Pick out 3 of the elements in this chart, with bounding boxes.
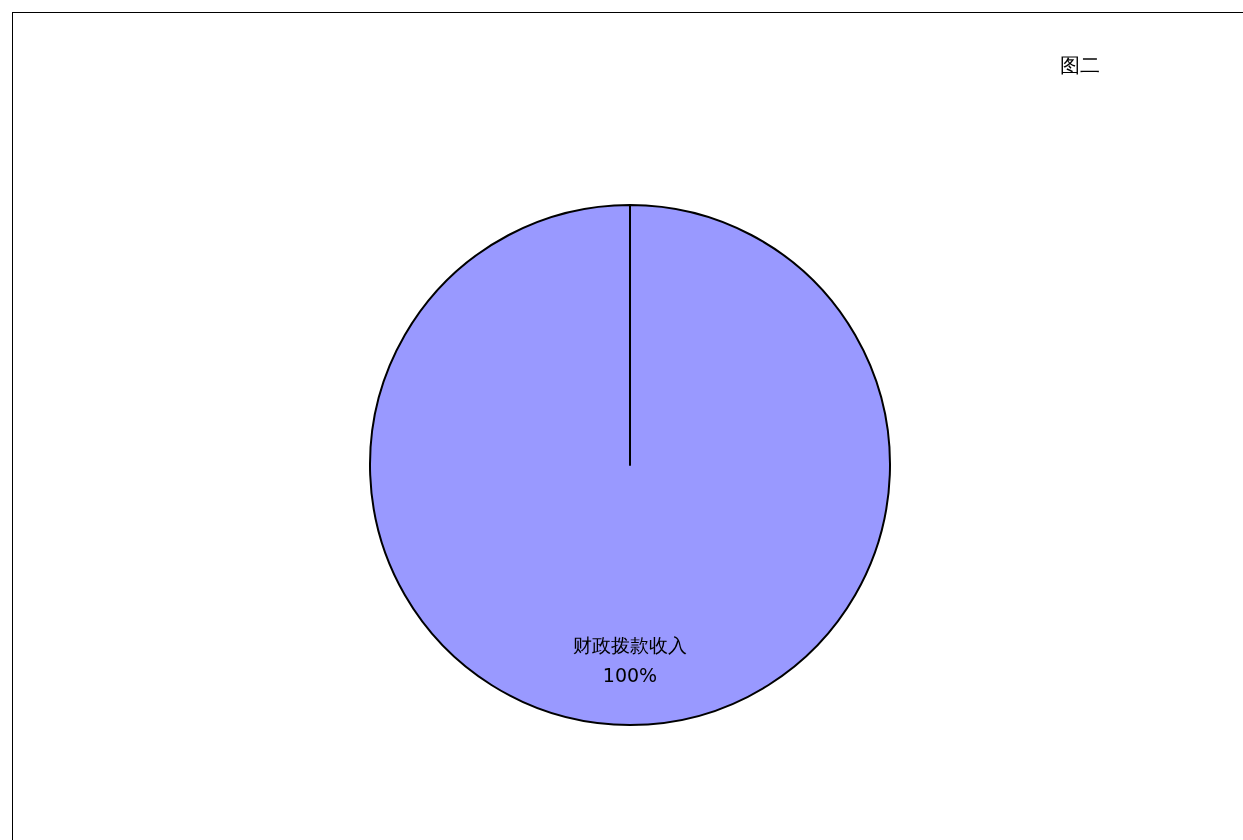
slice-label: 财政拨款收入: [573, 634, 687, 656]
text: 图二: [1060, 53, 1100, 77]
data-label: 100%: [602, 664, 658, 686]
